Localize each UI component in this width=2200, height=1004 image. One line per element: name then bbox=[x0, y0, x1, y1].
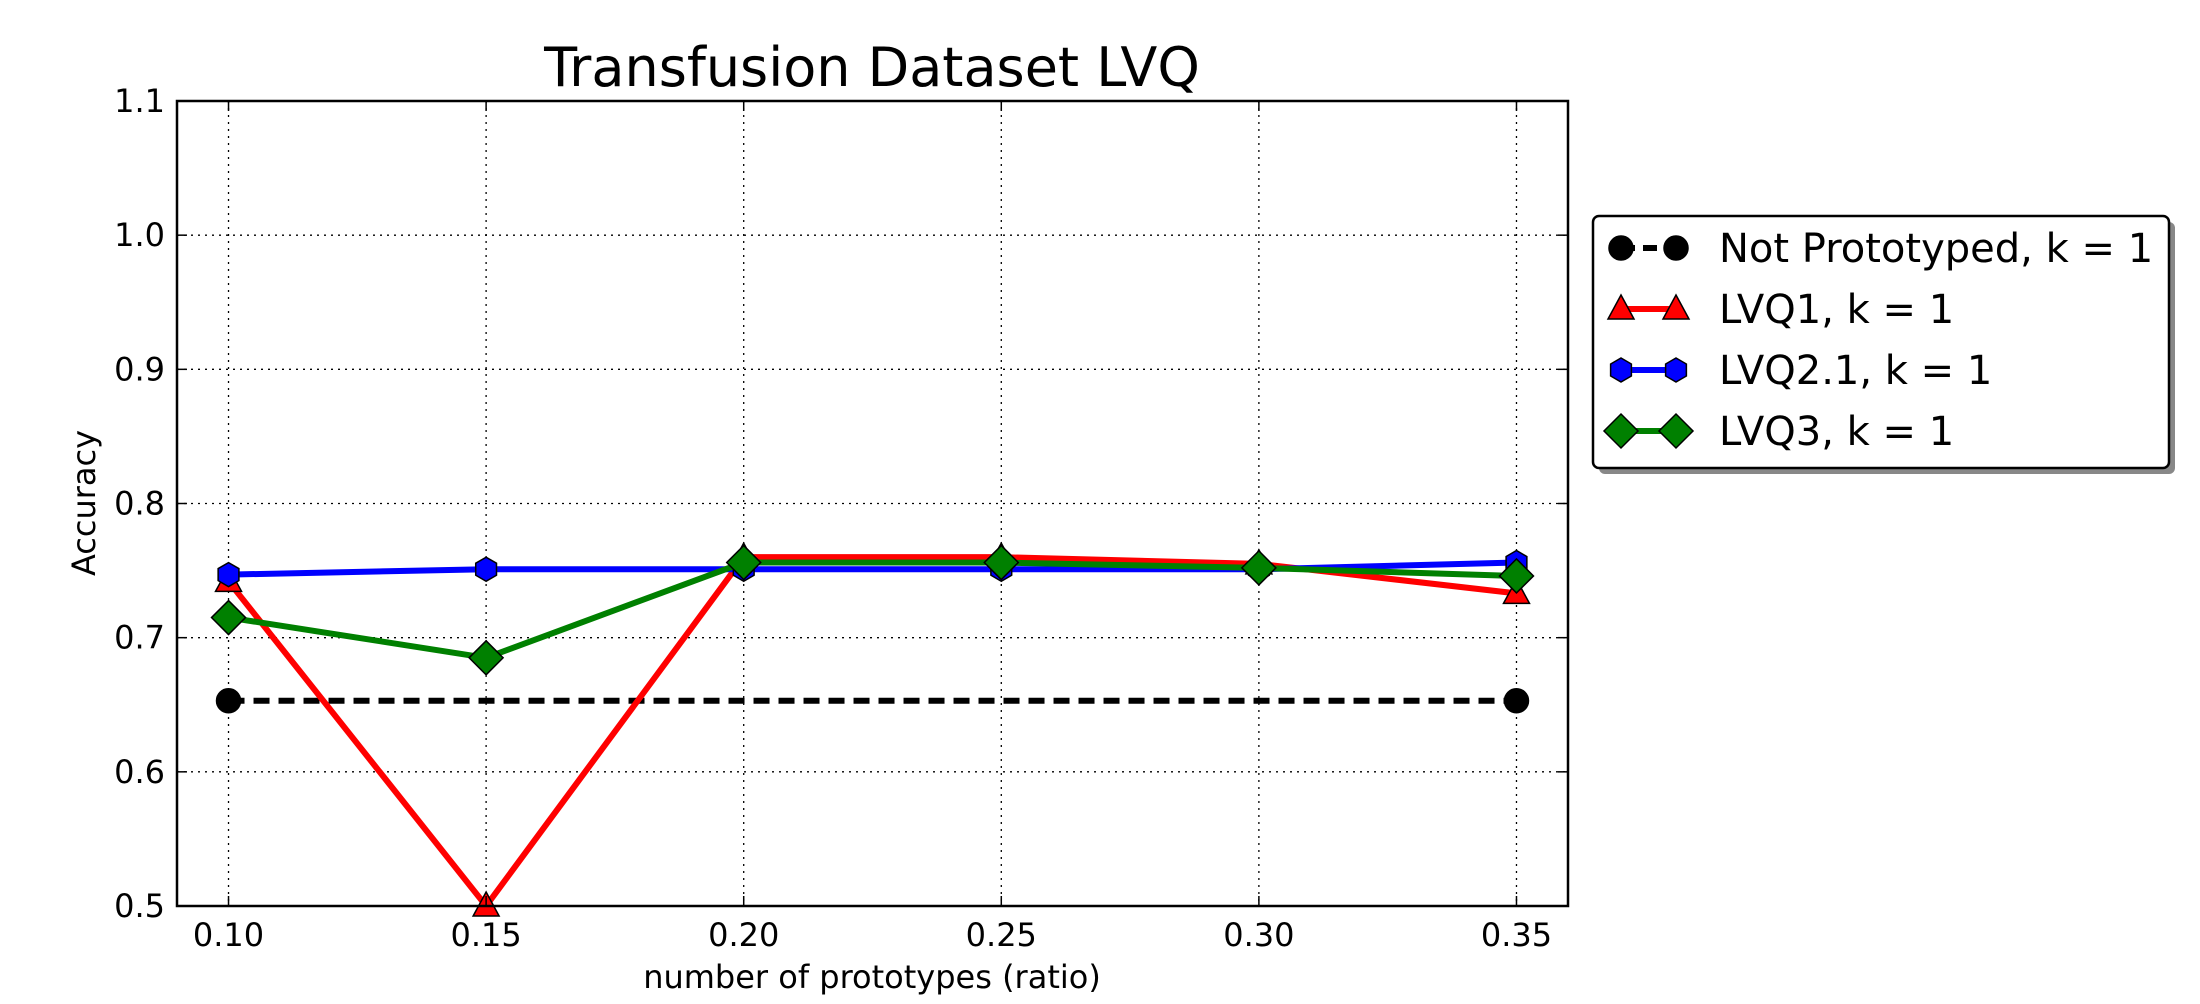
legend-marker bbox=[1657, 412, 1695, 450]
data-point bbox=[1240, 549, 1277, 586]
y-tick-label: 0.6 bbox=[114, 753, 165, 791]
series-0 bbox=[215, 687, 1530, 714]
series-line bbox=[228, 559, 1517, 661]
legend-label: Not Prototyped, k = 1 bbox=[1719, 226, 2153, 272]
data-point bbox=[217, 561, 240, 588]
series-layer bbox=[210, 541, 1535, 917]
data-point bbox=[215, 687, 242, 714]
data-point bbox=[474, 556, 498, 583]
x-tick-label: 0.10 bbox=[193, 916, 264, 954]
legend-marker bbox=[1602, 412, 1640, 450]
legend: Not Prototyped, k = 1 LVQ1, k = 1 LVQ2.1, … bbox=[1591, 214, 2175, 474]
data-point bbox=[1498, 557, 1535, 595]
x-tick-label: 0.15 bbox=[450, 916, 521, 954]
data-point bbox=[1503, 687, 1530, 714]
legend-label: LVQ2.1, k = 1 bbox=[1719, 348, 1992, 394]
chart-title: Transfusion Dataset LVQ bbox=[543, 36, 1200, 99]
legend-label: LVQ3, k = 1 bbox=[1719, 409, 1954, 455]
data-point bbox=[725, 544, 762, 581]
data-point bbox=[468, 639, 505, 676]
series-3 bbox=[210, 544, 1535, 676]
y-tick-label: 1.0 bbox=[114, 216, 165, 254]
legend-marker bbox=[1608, 235, 1634, 261]
plot-frame bbox=[175, 99, 1570, 908]
series-line bbox=[226, 554, 1517, 911]
x-tick-label: 0.35 bbox=[1481, 916, 1552, 954]
y-tick-label: 1.1 bbox=[114, 82, 165, 120]
series-1 bbox=[214, 541, 1531, 917]
x-axis-label: number of prototypes (ratio) bbox=[643, 958, 1101, 996]
data-point bbox=[983, 544, 1020, 581]
legend-marker bbox=[1664, 357, 1688, 383]
y-tick-label: 0.8 bbox=[114, 485, 165, 523]
ticks-layer: 0.10 0.15 0.20 0.25 0.30 0.35 0.5 0.6 0.7 0.8 0.9 1… bbox=[114, 82, 1568, 954]
legend-marker bbox=[1663, 235, 1689, 261]
x-tick-label: 0.30 bbox=[1223, 916, 1294, 954]
x-tick-label: 0.20 bbox=[708, 916, 779, 954]
legend-marker bbox=[1606, 293, 1636, 320]
y-tick-label: 0.9 bbox=[114, 350, 165, 388]
y-tick-label: 0.5 bbox=[114, 887, 165, 925]
legend-box bbox=[1591, 214, 2171, 470]
legend-marker bbox=[1661, 293, 1691, 320]
data-point bbox=[210, 599, 247, 636]
legend-label: LVQ1, k = 1 bbox=[1719, 287, 1954, 333]
legend-marker bbox=[1609, 357, 1633, 383]
y-tick-label: 0.7 bbox=[114, 619, 165, 657]
grid-layer bbox=[177, 100, 1568, 907]
y-axis-label: Accuracy bbox=[65, 430, 103, 576]
x-tick-label: 0.25 bbox=[966, 916, 1037, 954]
